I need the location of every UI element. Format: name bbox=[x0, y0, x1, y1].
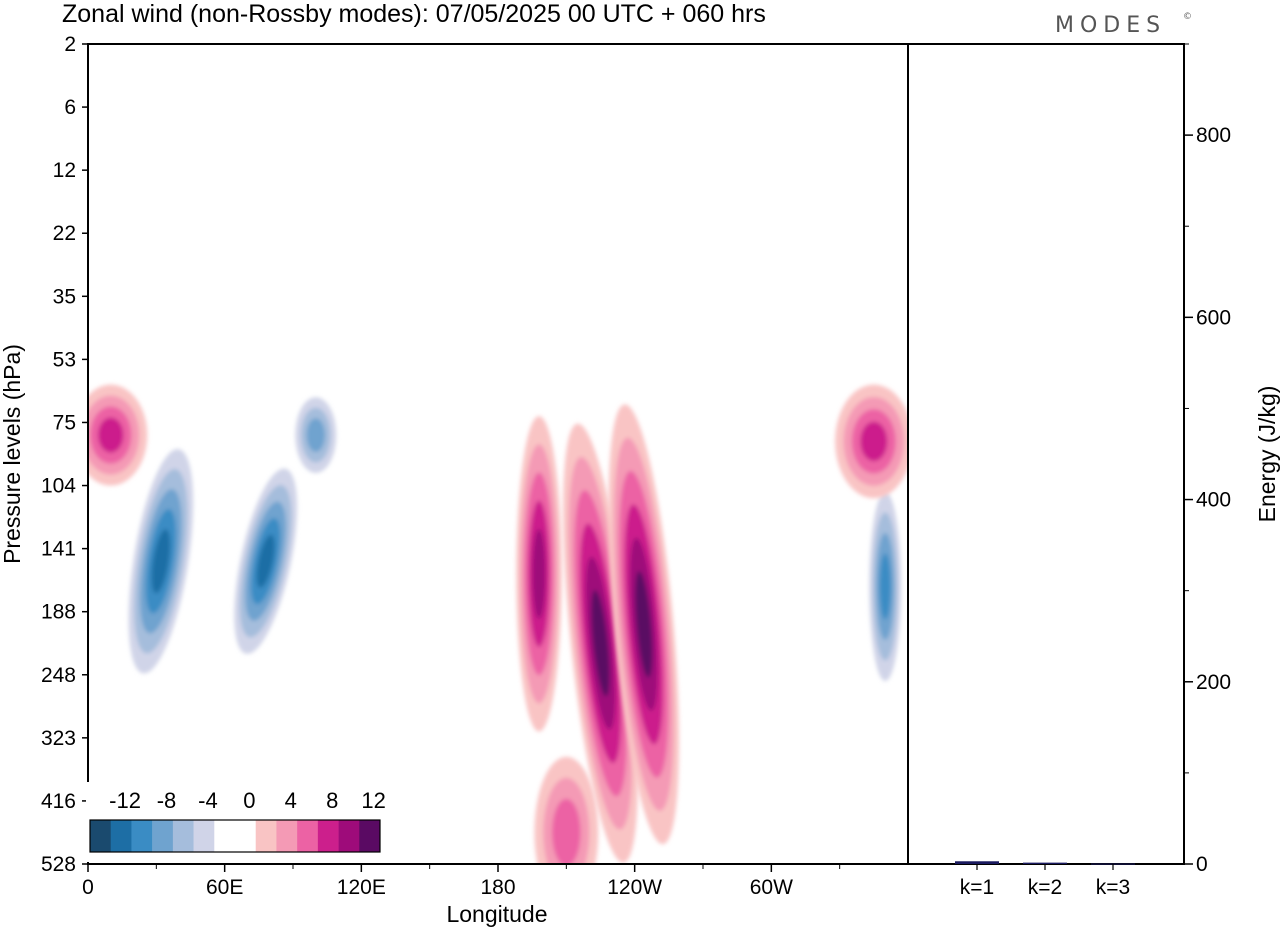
y-tick-label: 22 bbox=[53, 222, 76, 245]
colorbar-label: 4 bbox=[285, 788, 297, 813]
colorbar-swatch bbox=[214, 820, 236, 852]
colorbar-swatch bbox=[110, 820, 132, 852]
colorbar-swatch bbox=[276, 820, 298, 852]
y-tick-label: 416 bbox=[41, 790, 76, 813]
energy-axis-label: Energy (J/kg) bbox=[1254, 386, 1280, 523]
energy-panel: 0 200 400 600 800 k=1 k=2 k=3 Energy (J/kg) bbox=[907, 43, 1280, 899]
x-axis-label: Longitude bbox=[446, 901, 547, 927]
x-axis-ticks: 0 60E 120E 180 120W 60W bbox=[82, 864, 841, 899]
energy-tick-label: 200 bbox=[1196, 671, 1231, 694]
energy-bar-k=1 bbox=[955, 861, 999, 864]
contour-band bbox=[256, 534, 275, 588]
energy-category-labels: k=1 k=2 k=3 bbox=[960, 864, 1130, 899]
heatmap-background bbox=[88, 44, 908, 864]
contour-band bbox=[98, 417, 124, 453]
wind-anomaly-negative bbox=[234, 468, 298, 654]
contour-band bbox=[860, 421, 888, 462]
y-axis-label: Pressure levels (hPa) bbox=[0, 344, 25, 564]
wind-anomaly-positive bbox=[563, 423, 638, 863]
chart-title: Zonal wind (non-Rossby modes): 07/05/202… bbox=[62, 0, 766, 28]
contour-band bbox=[151, 529, 171, 594]
colorbar-swatch bbox=[193, 820, 215, 852]
contour-band bbox=[635, 570, 653, 678]
y-tick-label: 188 bbox=[41, 601, 76, 624]
contour-band bbox=[591, 589, 610, 697]
energy-tick-label: 400 bbox=[1196, 489, 1231, 512]
y-tick-label: 141 bbox=[41, 538, 76, 561]
y-tick-label: 75 bbox=[53, 411, 76, 434]
brand-copyright-mark: © bbox=[1183, 12, 1192, 22]
x-tick-label: 0 bbox=[82, 876, 94, 899]
contour-band bbox=[306, 418, 325, 452]
colorbar-swatch bbox=[255, 820, 277, 852]
wind-anomaly-negative bbox=[869, 491, 902, 682]
energy-frame bbox=[907, 43, 1185, 865]
contour-band bbox=[532, 528, 546, 619]
wind-anomaly-positive bbox=[88, 384, 148, 486]
energy-tick-label: 600 bbox=[1196, 306, 1231, 329]
x-tick-label: 60W bbox=[750, 876, 793, 899]
colorbar: -12 -8 -4 0 4 8 12 bbox=[86, 782, 386, 862]
colorbar-swatch bbox=[152, 820, 174, 852]
colorbar-swatches bbox=[89, 819, 381, 853]
y-tick-label: 323 bbox=[41, 727, 76, 750]
energy-axis-ticks: 0 200 400 600 800 bbox=[1184, 43, 1231, 876]
x-tick-label: 120W bbox=[607, 876, 662, 899]
x-tick-label: 180 bbox=[480, 876, 515, 899]
y-tick-label: 248 bbox=[41, 664, 76, 687]
energy-category-label: k=1 bbox=[960, 876, 994, 899]
energy-category-label: k=2 bbox=[1028, 876, 1062, 899]
brand-text: MODES bbox=[1055, 13, 1166, 38]
wind-anomaly-negative bbox=[128, 449, 194, 674]
energy-bar-k=2 bbox=[1023, 862, 1067, 864]
y-tick-label: 528 bbox=[41, 853, 76, 876]
heatmap-panel: 0 60E 120E 180 120W 60W 2 6 12 22 35 53 75 104 141 188… bbox=[0, 33, 909, 927]
y-tick-label: 2 bbox=[64, 33, 76, 56]
x-tick-label: 60E bbox=[206, 876, 243, 899]
colorbar-label: 12 bbox=[361, 788, 385, 813]
colorbar-swatch bbox=[359, 820, 381, 852]
wind-anomaly-positive bbox=[835, 384, 908, 499]
colorbar-label: 0 bbox=[243, 788, 255, 813]
y-tick-label: 35 bbox=[53, 285, 76, 308]
colorbar-swatch bbox=[172, 820, 194, 852]
y-tick-label: 104 bbox=[41, 475, 76, 498]
heatmap-field bbox=[88, 384, 908, 864]
colorbar-swatch bbox=[90, 820, 112, 852]
colorbar-swatch bbox=[297, 820, 319, 852]
colorbar-labels: -12 -8 -4 0 4 8 12 bbox=[109, 788, 386, 813]
contour-band bbox=[552, 798, 581, 864]
y-axis-ticks: 2 6 12 22 35 53 75 104 141 188 248 323 416 528 bbox=[41, 33, 88, 876]
y-tick-label: 6 bbox=[64, 96, 76, 119]
wind-anomaly-positive bbox=[534, 756, 599, 864]
colorbar-label: -12 bbox=[109, 788, 141, 813]
colorbar-label: -8 bbox=[157, 788, 177, 813]
contour-band bbox=[879, 553, 891, 620]
wind-anomaly-negative bbox=[295, 397, 337, 473]
colorbar-label: -4 bbox=[198, 788, 218, 813]
energy-tick-label: 800 bbox=[1196, 124, 1231, 147]
colorbar-swatch bbox=[235, 820, 257, 852]
y-tick-label: 53 bbox=[53, 348, 76, 371]
energy-category-label: k=3 bbox=[1096, 876, 1130, 899]
colorbar-swatch bbox=[338, 820, 360, 852]
y-tick-label: 12 bbox=[53, 159, 76, 182]
wind-anomaly-positive bbox=[608, 404, 679, 845]
colorbar-label: 8 bbox=[326, 788, 338, 813]
wind-anomaly-positive bbox=[516, 416, 562, 732]
colorbar-swatch bbox=[317, 820, 339, 852]
colorbar-outline bbox=[89, 819, 381, 853]
brand-logo: MODES © bbox=[1055, 12, 1192, 38]
energy-tick-label: 0 bbox=[1196, 853, 1208, 876]
x-tick-label: 120E bbox=[337, 876, 386, 899]
colorbar-swatch bbox=[131, 820, 153, 852]
